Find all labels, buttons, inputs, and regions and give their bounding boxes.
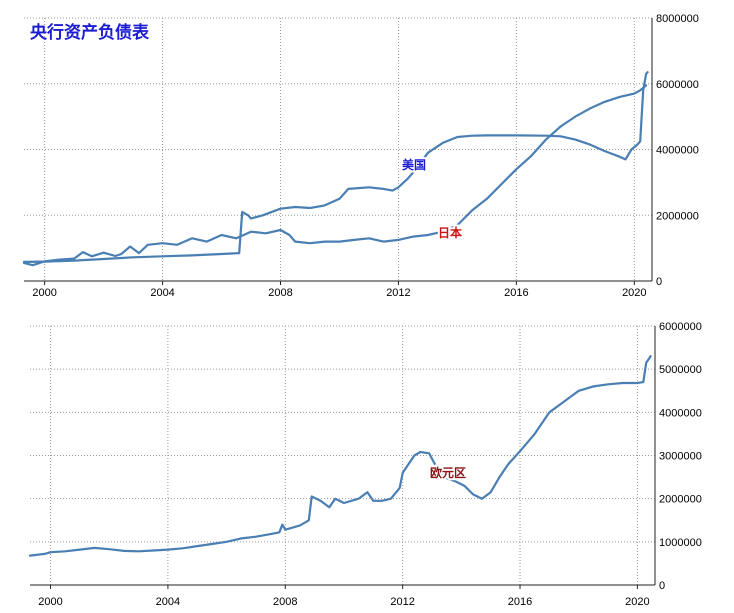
chart-top: 0 2000000 4000000 6000000 8000000 2000 2004 200… (22, 13, 699, 299)
series-label-halo: 欧元区 (430, 465, 466, 480)
x-tick-label: 2000 (38, 596, 62, 608)
series-label-halo: 美国 (402, 157, 426, 172)
chart-title: 央行资产负债表 (30, 22, 150, 43)
x-tick-label: 2020 (622, 287, 646, 299)
y-tick-label: 4000000 (659, 407, 702, 419)
x-tick-label: 2012 (390, 596, 414, 608)
series-line-0 (28, 355, 652, 557)
x-tick-label: 2012 (386, 287, 410, 299)
x-tick-label: 2000 (32, 287, 56, 299)
y-tick-label: 0 (656, 276, 662, 288)
series-label-halo: 日本 (438, 225, 462, 240)
series-line-0 (22, 71, 649, 263)
x-tick-label: 2004 (156, 596, 180, 608)
x-tick-label: 2008 (268, 287, 292, 299)
series-label: 欧元区 (430, 465, 466, 480)
y-tick-label: 2000000 (656, 210, 699, 222)
series-label: 美国 (402, 157, 426, 172)
chart-bottom: 0 1000000 2000000 3000000 4000000 5000000 6000… (28, 321, 702, 608)
x-tick-label: 2016 (504, 287, 528, 299)
y-tick-label: 6000000 (659, 321, 702, 333)
x-tick-label: 2020 (625, 596, 649, 608)
y-tick-label: 6000000 (656, 79, 699, 91)
series-label: 日本 (438, 225, 462, 240)
x-tick-label: 2008 (273, 596, 297, 608)
y-tick-label: 0 (659, 580, 665, 592)
x-tick-label: 2016 (508, 596, 532, 608)
y-tick-label: 8000000 (656, 13, 699, 25)
y-tick-label: 4000000 (656, 145, 699, 157)
series-line-1 (22, 84, 648, 267)
x-tick-label: 2004 (150, 287, 174, 299)
y-tick-label: 2000000 (659, 494, 702, 506)
y-tick-label: 5000000 (659, 364, 702, 376)
y-tick-label: 3000000 (659, 451, 702, 463)
y-tick-label: 1000000 (659, 537, 702, 549)
